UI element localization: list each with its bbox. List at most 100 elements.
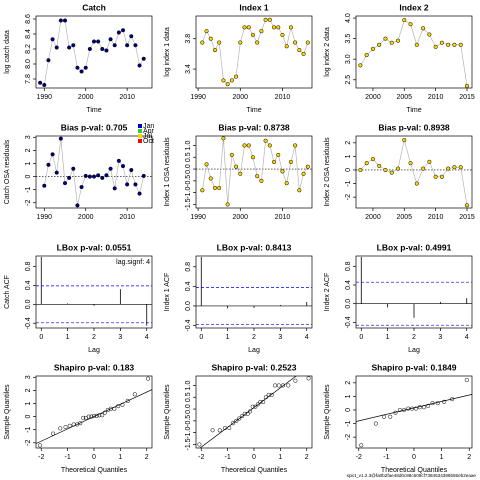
y-tick-label: 0	[25, 175, 32, 179]
point	[91, 174, 97, 179]
legend-swatch	[138, 134, 142, 138]
point	[108, 166, 113, 171]
point	[116, 30, 121, 35]
point	[452, 42, 457, 47]
point	[245, 411, 250, 416]
point	[79, 185, 84, 190]
point	[87, 46, 92, 52]
x-tick-label: 1	[440, 454, 444, 461]
x-tick-label: 2010	[428, 214, 444, 221]
y-tick-label: -2	[345, 434, 352, 440]
x-axis-label: Time	[406, 107, 421, 114]
point	[81, 415, 86, 420]
point	[439, 40, 444, 45]
y-tick-label: 3.4	[185, 64, 192, 74]
point	[50, 37, 55, 42]
x-tick-label: 2	[252, 334, 256, 341]
point	[284, 181, 289, 186]
point	[267, 17, 272, 22]
y-tick-label: 0.5	[185, 392, 192, 402]
x-tick-label: 2000	[78, 214, 94, 221]
point	[222, 425, 228, 430]
point	[221, 136, 226, 141]
point	[200, 188, 205, 193]
point	[255, 40, 260, 45]
point	[79, 69, 84, 74]
point	[433, 174, 438, 179]
x-tick-label: 2	[412, 334, 416, 341]
legend-label: Jul	[143, 133, 152, 140]
point	[430, 401, 435, 406]
point	[112, 186, 117, 191]
x-tick-label: -2	[38, 454, 44, 461]
y-tick-label: 0	[345, 168, 352, 172]
point	[464, 378, 469, 383]
point	[288, 25, 293, 30]
x-axis-label: Lag	[88, 347, 100, 354]
y-tick-label: 3.5	[345, 34, 352, 44]
point	[293, 378, 298, 383]
y-tick-label: 0.0	[185, 404, 192, 414]
point	[71, 43, 76, 48]
y-tick-label: -1.5	[185, 198, 192, 210]
y-tick-label: -1.0	[185, 427, 192, 439]
point	[37, 443, 43, 448]
series-line	[202, 19, 309, 85]
point	[38, 80, 43, 85]
x-tick-label: 0	[39, 334, 43, 341]
y-tick-label: 8.2	[25, 44, 32, 54]
point	[406, 406, 411, 411]
point	[54, 45, 59, 50]
point	[297, 48, 302, 53]
point	[120, 402, 125, 407]
panel-title: LBox p-val: 0.4991	[377, 242, 452, 252]
y-tick-label: -0.4	[345, 316, 352, 328]
y-tick-label: 2	[345, 381, 352, 385]
y-tick-label: 0.4	[25, 280, 32, 290]
point	[97, 413, 102, 418]
point	[377, 42, 382, 47]
point	[370, 46, 375, 51]
x-tick-label: 3	[278, 334, 282, 341]
point	[204, 162, 209, 167]
annotation: lag.signf: 4	[116, 259, 150, 266]
point	[452, 165, 457, 170]
x-axis-label: Lag	[408, 347, 420, 354]
point	[217, 40, 222, 45]
point	[234, 418, 239, 423]
point	[427, 32, 432, 37]
y-tick-label: 0.8	[345, 261, 352, 271]
point	[414, 42, 419, 47]
point	[395, 166, 401, 171]
point	[247, 409, 253, 414]
point	[58, 426, 63, 431]
x-tick-label: 2	[305, 454, 309, 461]
point	[129, 34, 134, 39]
point	[373, 421, 378, 426]
point	[137, 191, 142, 196]
point	[417, 405, 422, 410]
point	[141, 173, 146, 178]
point	[284, 44, 289, 49]
y-tick-label: 0.0	[25, 299, 32, 309]
point	[242, 411, 247, 416]
x-tick-label: -1	[383, 454, 389, 461]
point	[46, 162, 51, 167]
point	[389, 40, 394, 45]
x-tick-label: 2	[467, 454, 471, 461]
qq-line	[36, 389, 152, 444]
point	[259, 29, 264, 34]
point	[217, 428, 222, 433]
point	[381, 414, 386, 419]
x-tick-label: 1	[66, 334, 70, 341]
y-tick-label: 1.0	[185, 380, 192, 390]
x-axis-label: Theoretical Quantiles	[61, 467, 128, 474]
y-tick-label: 0.4	[185, 281, 192, 291]
point	[271, 25, 277, 30]
point	[246, 25, 251, 30]
point	[426, 403, 431, 408]
point	[250, 32, 255, 37]
point	[234, 164, 239, 169]
y-tick-label: 3.0	[345, 54, 352, 64]
